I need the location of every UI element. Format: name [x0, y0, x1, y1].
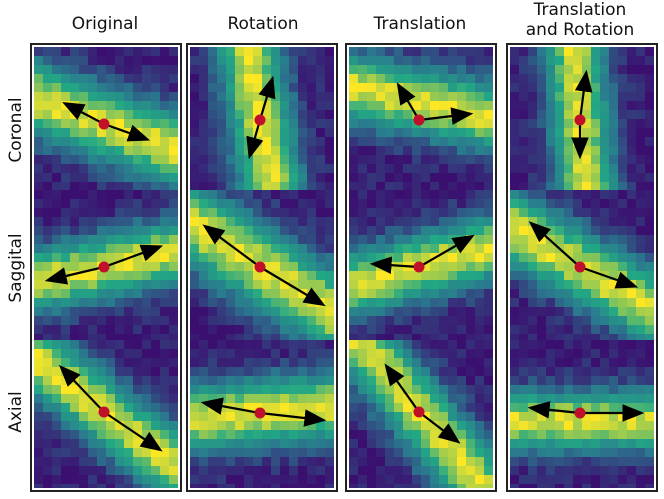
heatmap-image — [510, 190, 654, 340]
center-point — [413, 261, 425, 273]
image-original-coronal — [34, 47, 178, 190]
column-title-rotation: Rotation — [227, 14, 299, 34]
heatmap-image — [34, 340, 178, 488]
axis-arrow-secondary — [246, 119, 264, 160]
center-point — [254, 407, 266, 419]
row-label-coronal: Coronal — [6, 97, 26, 163]
heatmap-image — [510, 47, 654, 190]
center-point — [574, 261, 586, 273]
axis-arrow-primary — [258, 75, 276, 121]
center-point — [254, 261, 266, 273]
row-label-saggital: Saggital — [6, 233, 26, 303]
image-translation-and-rotation-saggital — [510, 190, 654, 340]
image-translation-and-rotation-coronal — [510, 47, 654, 190]
center-point — [98, 406, 110, 418]
axis-arrow-primary — [44, 265, 105, 285]
heatmap-image — [34, 47, 178, 190]
axis-arrow-primary — [58, 364, 105, 413]
row-label-axial: Axial — [6, 391, 26, 433]
heatmap-image — [510, 340, 654, 488]
center-point — [98, 261, 110, 273]
axis-arrow-secondary — [259, 266, 326, 307]
image-translation-saggital — [349, 190, 493, 340]
center-point — [574, 114, 586, 126]
heatmap-image — [190, 340, 334, 488]
column-title-original: Original — [71, 14, 139, 34]
axis-arrow-primary — [200, 397, 261, 415]
axis-arrow-primary — [396, 82, 420, 121]
center-point — [413, 114, 425, 126]
column-title-translation: Translation — [373, 14, 467, 34]
image-translation-axial — [349, 340, 493, 488]
heatmap-image — [349, 190, 493, 340]
heatmap-image — [349, 340, 493, 488]
image-translation-and-rotation-axial — [510, 340, 654, 488]
image-rotation-coronal — [190, 47, 334, 190]
image-original-axial — [34, 340, 178, 488]
image-rotation-axial — [190, 340, 334, 488]
image-rotation-saggital — [190, 190, 334, 340]
center-point — [98, 118, 110, 130]
column-title-translation-and-rotation: Translation and Rotation — [525, 0, 635, 40]
image-translation-coronal — [349, 47, 493, 190]
heatmap-image — [190, 190, 334, 340]
axis-arrow-primary — [369, 256, 420, 274]
axis-arrow-primary — [528, 221, 581, 268]
heatmap-image — [34, 190, 178, 340]
image-original-saggital — [34, 190, 178, 340]
center-point — [574, 407, 586, 419]
axis-arrow-primary — [202, 224, 261, 268]
axis-arrow-secondary — [579, 265, 639, 289]
axis-arrow-primary — [574, 69, 593, 121]
heatmap-image — [190, 47, 334, 190]
axis-arrow-secondary — [259, 409, 327, 427]
center-point — [413, 406, 425, 418]
heatmap-image — [349, 47, 493, 190]
axis-arrow-secondary — [418, 234, 475, 268]
axis-arrow-secondary — [418, 411, 461, 444]
axis-arrow-secondary — [103, 244, 164, 269]
axis-arrow-primary — [527, 401, 581, 419]
axis-arrow-primary — [62, 101, 105, 125]
axis-arrow-secondary — [103, 122, 151, 142]
axis-arrow-primary — [384, 363, 420, 413]
axis-arrow-secondary — [103, 411, 163, 452]
axis-arrow-secondary — [418, 107, 474, 125]
center-point — [254, 114, 266, 126]
